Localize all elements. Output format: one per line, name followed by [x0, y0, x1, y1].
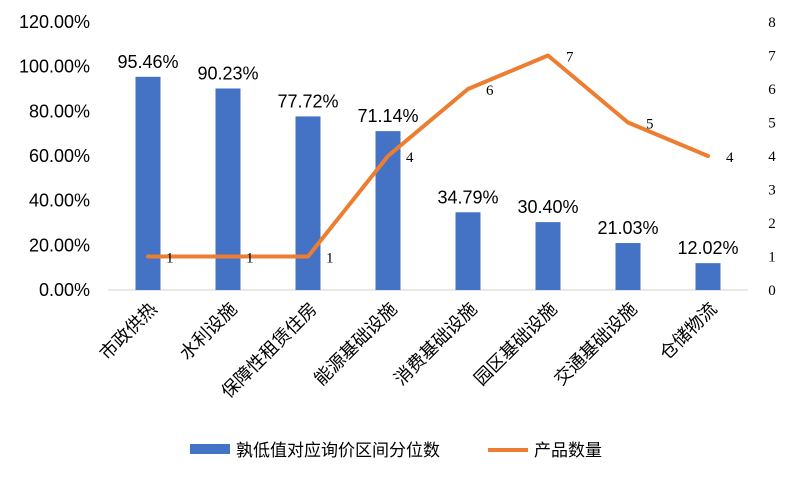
- bar: [135, 76, 161, 290]
- right-axis-tick-label: 8: [768, 15, 776, 31]
- category-label: 消费基础设施: [390, 299, 481, 390]
- bar-value-label: 90.23%: [197, 63, 258, 83]
- line-data-labels: 1 1 1 4 6 7 5 4: [166, 50, 734, 267]
- right-axis-tick-label: 0: [768, 283, 776, 299]
- line-value-label: 4: [726, 150, 734, 166]
- bar: [615, 243, 641, 290]
- bar-value-label: 12.02%: [677, 238, 738, 258]
- right-axis-tick-label: 7: [768, 49, 776, 65]
- legend: 孰低值对应询价区间分位数 产品数量: [190, 441, 602, 461]
- legend-bar-label: 孰低值对应询价区间分位数: [236, 441, 440, 461]
- right-axis-tick-label: 2: [768, 216, 776, 232]
- right-axis-tick-label: 6: [768, 82, 776, 98]
- bar-value-label: 77.72%: [277, 91, 338, 111]
- right-axis-tick-label: 4: [768, 149, 776, 165]
- line-value-label: 5: [646, 117, 654, 133]
- category-label: 能源基础设施: [310, 299, 401, 390]
- bar-value-label: 21.03%: [597, 218, 658, 238]
- line-value-label: 4: [406, 150, 414, 166]
- bar-value-label: 71.14%: [357, 106, 418, 126]
- left-axis-tick-label: 120.00%: [19, 12, 90, 32]
- bar-value-label: 30.40%: [517, 197, 578, 217]
- right-axis-tick-label: 5: [768, 116, 776, 132]
- line-value-label: 6: [486, 83, 494, 99]
- line-value-label: 1: [246, 251, 254, 267]
- category-label: 水利设施: [176, 299, 242, 365]
- legend-line-label: 产品数量: [534, 441, 602, 461]
- bar-value-label: 34.79%: [437, 187, 498, 207]
- left-axis-ticks: 0.00% 20.00% 40.00% 60.00% 80.00% 100.00% 120.…: [19, 12, 90, 300]
- left-axis-tick-label: 0.00%: [39, 280, 90, 300]
- legend-bar-swatch: [190, 444, 230, 454]
- bar-value-label: 95.46%: [117, 52, 178, 72]
- category-label: 市政供热: [96, 299, 162, 365]
- line-value-label: 1: [166, 251, 174, 267]
- category-labels: 市政供热 水利设施保障性租赁住房能源基础设施消费基础设施园区基础设施交通基础设施仓…: [96, 299, 722, 403]
- left-axis-tick-label: 60.00%: [29, 146, 90, 166]
- right-axis-tick-label: 3: [768, 183, 776, 199]
- bar: [295, 116, 321, 291]
- category-label: 园区基础设施: [470, 299, 561, 390]
- right-axis-tick-label: 1: [768, 250, 776, 266]
- left-axis-tick-label: 20.00%: [29, 235, 90, 255]
- category-label: 仓储物流: [656, 299, 722, 365]
- bar: [215, 88, 241, 291]
- bar-data-labels: 95.46% 90.23% 77.72% 71.14% 34.79% 30.40% 21.0…: [117, 52, 738, 258]
- left-axis-tick-label: 100.00%: [19, 57, 90, 77]
- right-axis-ticks: 0 1 2 3 4 5 6 7 8: [768, 15, 776, 299]
- line-value-label: 1: [326, 251, 334, 267]
- category-label: 交通基础设施: [550, 299, 641, 390]
- bar: [455, 212, 481, 290]
- line-series: [146, 53, 710, 259]
- bar: [695, 263, 721, 290]
- line-value-label: 7: [566, 50, 574, 66]
- bar: [535, 222, 561, 290]
- left-axis-tick-label: 80.00%: [29, 101, 90, 121]
- left-axis-tick-label: 40.00%: [29, 191, 90, 211]
